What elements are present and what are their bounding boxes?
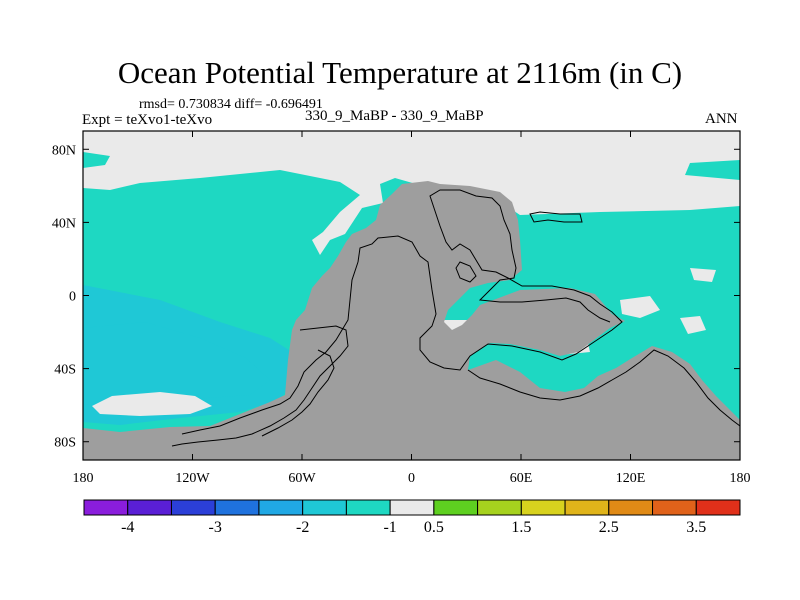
experiment-subtitle: 330_9_MaBP - 330_9_MaBP <box>305 108 484 124</box>
y-tick-label: 40S <box>54 363 76 378</box>
coastline-eurasia-africa <box>357 189 623 371</box>
speckle-near-zero-1 <box>620 296 660 318</box>
y-tick-label: 80S <box>54 436 76 451</box>
map-field <box>83 131 740 460</box>
colorbar-box <box>695 499 741 516</box>
coastline-americas-west <box>181 261 359 435</box>
colorbar-label: 0.5 <box>424 519 444 536</box>
southwest-cooler-region <box>83 322 270 405</box>
colorbar-box <box>477 499 522 516</box>
x-tick-label: 0 <box>408 471 415 486</box>
colorbar-box <box>127 499 172 516</box>
colorbar-box <box>214 499 260 516</box>
coastline-south-inner <box>171 325 349 447</box>
y-tick-label: 0 <box>69 290 76 305</box>
colorbar-label: 3.5 <box>686 519 706 536</box>
y-axis: 80N 40N 0 40S 80S <box>52 143 740 451</box>
speckle-near-zero-3 <box>690 268 716 282</box>
coastline-north-sea <box>529 211 583 223</box>
colorbar-label: 2.5 <box>599 519 619 536</box>
x-tick-label: 180 <box>730 471 751 486</box>
y-tick-label: 40N <box>52 216 76 231</box>
colorbar-box <box>389 499 435 516</box>
colorbar-box <box>302 499 347 516</box>
x-tick-label: 120E <box>616 471 646 486</box>
colorbar-box <box>564 499 610 516</box>
colorbar: -4 -3 -2 -1 0.5 1.5 2.5 3.5 <box>83 499 741 536</box>
y-tick-label: 80N <box>52 143 76 158</box>
x-tick-label: 60E <box>510 471 533 486</box>
colorbar-box <box>258 499 304 516</box>
arctic-near-zero-region <box>83 131 740 255</box>
x-tick-label: 120W <box>175 471 210 486</box>
colorbar-box <box>652 499 697 516</box>
expt-label: Expt = teXvo1-teXvo <box>82 112 213 128</box>
southern-near-zero-ellipse <box>92 392 212 416</box>
x-tick-label: 180 <box>73 471 94 486</box>
land-mass <box>83 181 740 460</box>
colorbar-label: -1 <box>383 519 396 536</box>
colorbar-box <box>83 499 129 516</box>
rmsd-diff-stats: rmsd= 0.730834 diff= -0.696491 <box>139 97 323 112</box>
colorbar-box <box>345 499 391 516</box>
colorbar-label: -3 <box>209 519 222 536</box>
colorbar-box <box>170 499 216 516</box>
season-label: ANN <box>705 111 738 127</box>
colorbar-label: -4 <box>121 519 134 536</box>
coastline-south-inner-2 <box>261 349 335 437</box>
coastline-south-east <box>467 349 740 427</box>
colorbar-box <box>433 499 479 516</box>
colorbar-label: 1.5 <box>511 519 531 536</box>
coastlines <box>171 189 740 447</box>
colorbar-label: -2 <box>296 519 309 536</box>
x-axis: 180 120W 60W 0 60E 120E 180 <box>73 131 751 486</box>
coastline-inland-sea <box>455 261 477 283</box>
colorbar-box <box>520 499 566 516</box>
x-tick-label: 60W <box>288 471 316 486</box>
plot-title: Ocean Potential Temperature at 2116m (in… <box>117 55 683 90</box>
speckle-near-zero-2 <box>680 316 706 334</box>
colorbar-box <box>608 499 654 516</box>
